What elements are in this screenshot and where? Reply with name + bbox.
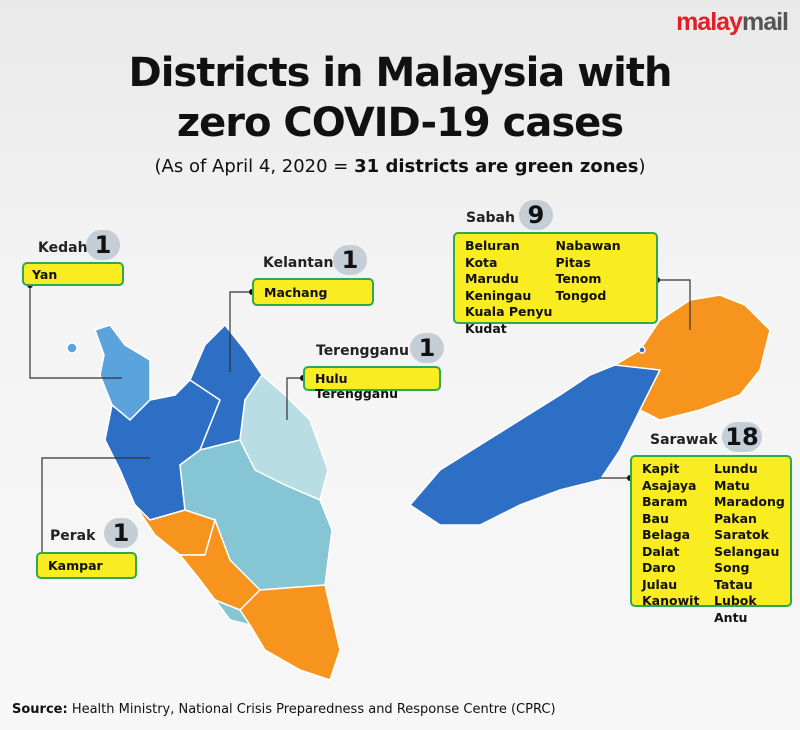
page-title: Districts in Malaysia with zero COVID-19 … [0,48,800,148]
subtitle: (As of April 4, 2020 = 31 districts are … [0,156,800,177]
district: Tenom [555,271,602,286]
district: Tongod [555,287,607,303]
district-box-perak: Kampar [36,552,137,579]
source-label: Source: [12,702,68,717]
district: Baram [642,494,688,509]
district: Daro [642,560,676,575]
title-line1: Districts in Malaysia with [128,50,672,96]
malaymail-logo: malaymail [676,8,789,37]
district: Kota Marudu [465,254,519,287]
count-badge-terengganu: 1 [410,333,444,363]
district: Saratok [714,527,769,542]
region-kedah [94,324,151,422]
count-badge-kedah: 1 [86,230,120,260]
district: Maradong [714,494,785,509]
subtitle-suffix: ) [638,156,646,177]
district: Asajaya [642,477,697,493]
district: Nabawan [555,238,621,253]
state-label-perak: Perak [50,528,96,544]
title-line2: zero COVID-19 cases [176,100,624,146]
district: Yan [32,267,58,282]
island-labuan [638,346,646,354]
state-label-sabah: Sabah [466,210,515,226]
district: Kanowit [642,593,700,608]
district: Selangau [714,543,780,559]
district: Belaga [642,527,691,542]
count-badge-sabah: 9 [519,200,553,230]
district-box-sarawak: Kapit Asajaya Baram Bau Belaga Dalat Daro Julau… [630,455,792,625]
state-label-kedah: Kedah [38,240,88,256]
district: Kampar [48,558,103,573]
logo-part1: malay [676,8,743,36]
district: Julau [642,576,678,592]
district: Kudat [465,320,507,336]
state-label-kelantan: Kelantan [263,255,334,271]
district: Tatau [714,576,753,592]
district-box-sabah: Beluran Kota Marudu Keningau Kuala Penyu Kud… [453,232,658,336]
district: Machang [264,285,328,300]
district: Kuala Penyu [465,304,553,319]
state-label-sarawak: Sarawak [650,432,718,448]
count-badge-sarawak: 18 [722,422,762,452]
leader-lines [29,279,691,565]
district-box-kedah: Yan [22,262,124,286]
count-badge-perak: 1 [104,518,138,548]
region-sabah [612,294,771,421]
district: Lubok Antu [714,593,757,625]
source-note: Source: Health Ministry, National Crisis… [12,702,556,717]
logo-part2: mail [741,8,789,36]
subtitle-bold: 31 districts are green zones [354,156,639,177]
subtitle-prefix: (As of April 4, 2020 = [154,156,355,177]
district: Pakan [714,510,757,526]
count-badge-kelantan: 1 [333,245,367,275]
district: Keningau [465,287,532,303]
region-sarawak [408,349,661,526]
district: Beluran [465,238,520,253]
district: Pitas [555,254,591,270]
district: Hulu Terengganu [315,371,399,401]
district: Matu [714,477,750,493]
district: Song [714,560,750,575]
state-label-terengganu: Terengganu [316,343,409,359]
district: Lundu [714,461,758,476]
island-penang [66,342,78,354]
source-text: Health Ministry, National Crisis Prepare… [67,702,556,717]
district: Bau [642,510,669,526]
district: Kapit [642,461,680,476]
district-box-terengganu: Hulu Terengganu [303,366,441,401]
district: Dalat [642,543,680,559]
region-johor [239,584,341,681]
district-box-kelantan: Machang [252,278,374,306]
